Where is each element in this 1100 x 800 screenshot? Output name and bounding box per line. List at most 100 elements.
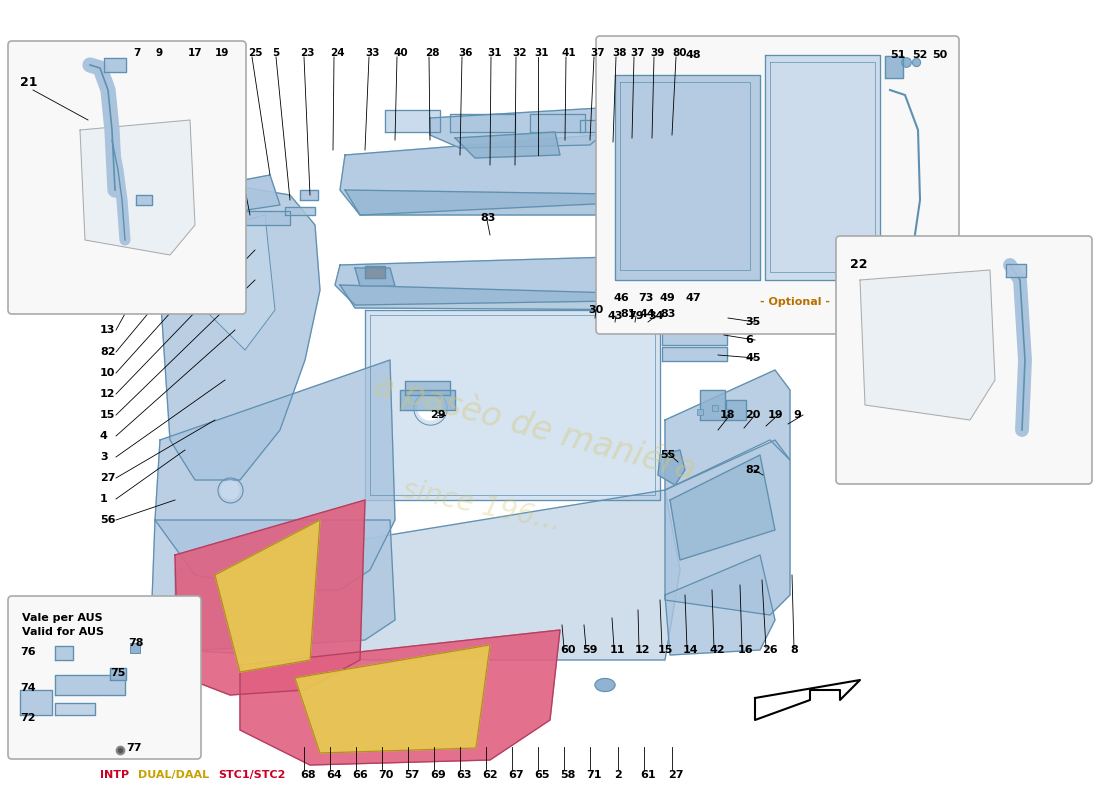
Text: 40: 40 <box>393 48 408 58</box>
Bar <box>400 390 455 410</box>
Text: Vale per AUS: Vale per AUS <box>22 613 102 623</box>
Polygon shape <box>205 215 275 350</box>
Text: 73: 73 <box>638 293 653 303</box>
Text: 39: 39 <box>650 48 664 58</box>
Text: 81: 81 <box>620 309 636 319</box>
Text: 77: 77 <box>126 743 142 753</box>
Polygon shape <box>340 130 680 215</box>
Polygon shape <box>455 132 560 158</box>
Text: 56: 56 <box>100 515 116 525</box>
Text: 2: 2 <box>614 770 622 780</box>
Text: 46: 46 <box>613 293 629 303</box>
Bar <box>662 330 727 345</box>
Text: 6: 6 <box>745 335 752 345</box>
Text: 38: 38 <box>612 48 627 58</box>
Text: 79: 79 <box>628 311 643 321</box>
Polygon shape <box>860 270 996 420</box>
Text: 27: 27 <box>100 473 116 483</box>
Text: 33: 33 <box>365 48 380 58</box>
Text: 37: 37 <box>590 48 605 58</box>
Text: 54: 54 <box>935 278 950 288</box>
Bar <box>700 390 725 420</box>
Polygon shape <box>336 255 685 305</box>
Text: 12: 12 <box>635 645 650 655</box>
Text: 43: 43 <box>608 311 624 321</box>
Text: 37: 37 <box>630 48 645 58</box>
Text: 58: 58 <box>560 770 575 780</box>
Text: 1: 1 <box>100 494 108 504</box>
FancyBboxPatch shape <box>8 41 246 314</box>
Text: 27: 27 <box>668 770 683 780</box>
Text: 16: 16 <box>738 645 754 655</box>
Text: 76: 76 <box>20 647 35 657</box>
Polygon shape <box>295 645 490 753</box>
Text: 32: 32 <box>512 48 527 58</box>
Bar <box>104 58 126 72</box>
Polygon shape <box>666 555 776 655</box>
Text: 4: 4 <box>100 431 108 441</box>
Polygon shape <box>755 680 860 720</box>
Text: 52: 52 <box>912 50 927 60</box>
Text: STC1/STC2: STC1/STC2 <box>218 770 285 780</box>
Text: 24: 24 <box>330 48 344 58</box>
Text: 50: 50 <box>932 50 947 60</box>
Text: INTP: INTP <box>100 770 129 780</box>
Polygon shape <box>345 190 680 215</box>
Text: 83: 83 <box>660 309 675 319</box>
Text: 60: 60 <box>560 645 575 655</box>
Polygon shape <box>530 114 585 132</box>
Text: 72: 72 <box>20 713 35 723</box>
Text: 66: 66 <box>352 770 367 780</box>
Text: DUAL/DAAL: DUAL/DAAL <box>138 770 209 780</box>
Text: 65: 65 <box>534 770 550 780</box>
Text: 70: 70 <box>378 770 394 780</box>
Polygon shape <box>605 258 660 278</box>
Text: 74: 74 <box>20 683 35 693</box>
Text: 9: 9 <box>793 410 801 420</box>
Bar <box>20 690 52 715</box>
Circle shape <box>221 481 239 499</box>
Polygon shape <box>365 310 660 500</box>
Bar <box>300 190 318 200</box>
Bar <box>365 266 385 278</box>
Text: 13: 13 <box>100 325 116 335</box>
Text: 44: 44 <box>640 309 656 319</box>
Bar <box>240 211 290 225</box>
Text: 29: 29 <box>430 410 446 420</box>
Text: 14: 14 <box>683 645 698 655</box>
Text: 61: 61 <box>640 770 656 780</box>
Polygon shape <box>666 440 790 615</box>
Text: 15: 15 <box>658 645 673 655</box>
Text: 25: 25 <box>248 48 263 58</box>
Text: 82: 82 <box>100 347 116 357</box>
Text: 10: 10 <box>100 368 116 378</box>
Text: 30: 30 <box>588 305 603 315</box>
Text: 36: 36 <box>458 48 473 58</box>
Text: 19: 19 <box>768 410 783 420</box>
Bar <box>285 207 315 215</box>
Polygon shape <box>450 114 515 132</box>
FancyBboxPatch shape <box>596 36 959 334</box>
Polygon shape <box>385 110 440 132</box>
Text: 80: 80 <box>672 48 686 58</box>
Ellipse shape <box>595 678 615 691</box>
Text: 15: 15 <box>100 410 116 420</box>
Text: 53: 53 <box>913 278 928 288</box>
Text: - Optional -: - Optional - <box>760 297 830 307</box>
Text: 12: 12 <box>100 389 116 399</box>
Text: 3: 3 <box>100 452 108 462</box>
Bar <box>136 195 152 205</box>
Bar <box>55 703 95 715</box>
Polygon shape <box>175 490 680 660</box>
Text: 23: 23 <box>300 48 315 58</box>
Bar <box>110 668 126 680</box>
Text: 47: 47 <box>685 293 701 303</box>
Text: 5: 5 <box>272 48 279 58</box>
Circle shape <box>418 396 442 420</box>
Polygon shape <box>152 520 395 650</box>
Polygon shape <box>615 75 760 280</box>
Text: 34: 34 <box>648 311 663 321</box>
Polygon shape <box>80 120 195 255</box>
Polygon shape <box>666 370 790 490</box>
Bar <box>1006 264 1026 277</box>
